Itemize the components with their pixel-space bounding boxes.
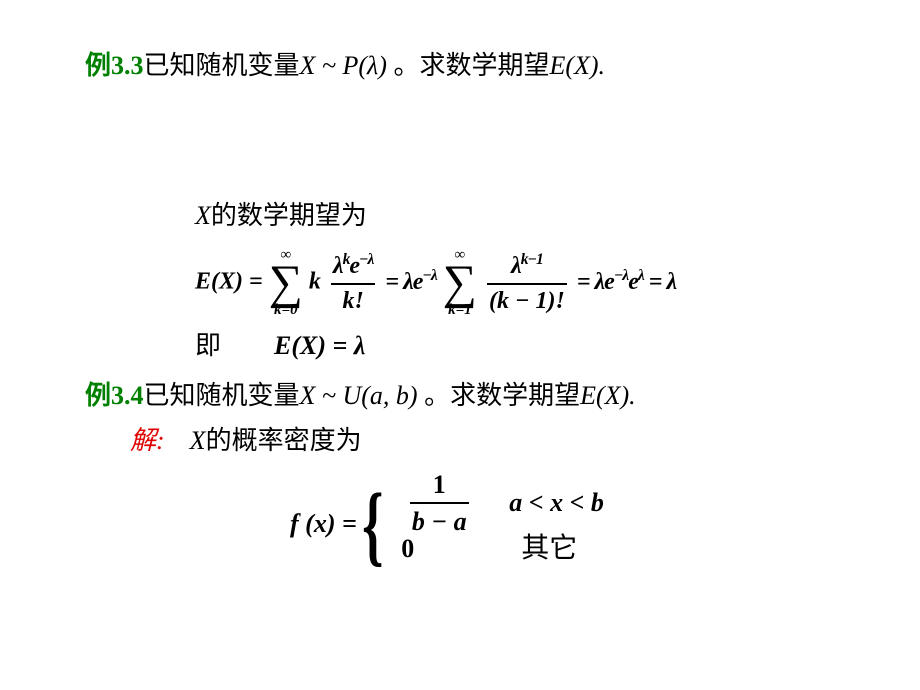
- case2-cond: 其它: [501, 532, 681, 566]
- frac2: λk−1 (k − 1)!: [483, 251, 571, 316]
- f-lhs: f (x) =: [290, 509, 357, 538]
- example-3-4-line: 例3.4已知随机变量X ~ U(a, b) 。求数学期望E(X).: [85, 380, 636, 411]
- sum1: ∞ ∑ k=0: [269, 248, 303, 318]
- case1-cond: a < x < b: [489, 487, 669, 518]
- example-3-3-line: 例3.3已知随机变量X ~ P(λ) 。求数学期望E(X).: [85, 50, 605, 81]
- case-2: 0 其它: [389, 526, 681, 572]
- solution-label: 解:: [130, 426, 165, 455]
- slide: 例3.3已知随机变量X ~ P(λ) 。求数学期望E(X). X的数学期望为 E…: [0, 0, 920, 690]
- sum2: ∞ ∑ k=1: [443, 248, 477, 318]
- eq-lhs: E(X) =: [195, 269, 263, 295]
- ex34-density: f (x) = { 1 b − a a < x < b 0 其它: [290, 480, 681, 572]
- ex34-rv: X ~ U(a, b): [300, 381, 418, 410]
- sum1-k: k: [309, 269, 321, 295]
- ex34-lead-rest: 的概率密度为: [206, 426, 362, 455]
- ex34-lead: X: [190, 426, 206, 455]
- example-3-3-label: 例3.3: [85, 51, 144, 80]
- frac1: λke−λ k!: [327, 251, 379, 316]
- ex33-lead-rest: 的数学期望为: [211, 201, 367, 230]
- ex33-target: E(X).: [549, 51, 605, 80]
- ex33-prefix: 已知随机变量: [144, 51, 300, 80]
- piecewise-cases: 1 b − a a < x < b 0 其它: [389, 480, 681, 572]
- case1-frac: 1 b − a: [406, 469, 473, 537]
- brace-icon: {: [362, 485, 383, 567]
- eq-rhs: = λe−λeλ = λ: [577, 269, 676, 295]
- ex33-lead: X: [195, 201, 211, 230]
- ex34-mid: 。求数学期望: [424, 381, 580, 410]
- ex34-prefix: 已知随机变量: [144, 381, 300, 410]
- example-3-4-label: 例3.4: [85, 381, 144, 410]
- ex33-lead-line: X的数学期望为: [195, 200, 367, 231]
- ex33-mid: 。求数学期望: [393, 51, 549, 80]
- ex34-target: E(X).: [580, 381, 636, 410]
- ex33-rv: X ~ P(λ): [300, 51, 387, 80]
- ex33-result: E(X) = λ: [274, 331, 365, 360]
- eq-mid1: = λe−λ: [385, 269, 436, 295]
- ex33-ji: 即: [195, 331, 221, 360]
- ex34-solution-line: 解: X的概率密度为: [130, 425, 362, 456]
- case-1: 1 b − a a < x < b: [389, 480, 681, 526]
- case2-val: 0: [389, 533, 501, 564]
- ex33-equation: E(X) = ∞ ∑ k=0 k λke−λ k! = λe−λ ∞ ∑ k=1…: [195, 248, 676, 318]
- ex33-result-line: 即 E(X) = λ: [195, 330, 365, 361]
